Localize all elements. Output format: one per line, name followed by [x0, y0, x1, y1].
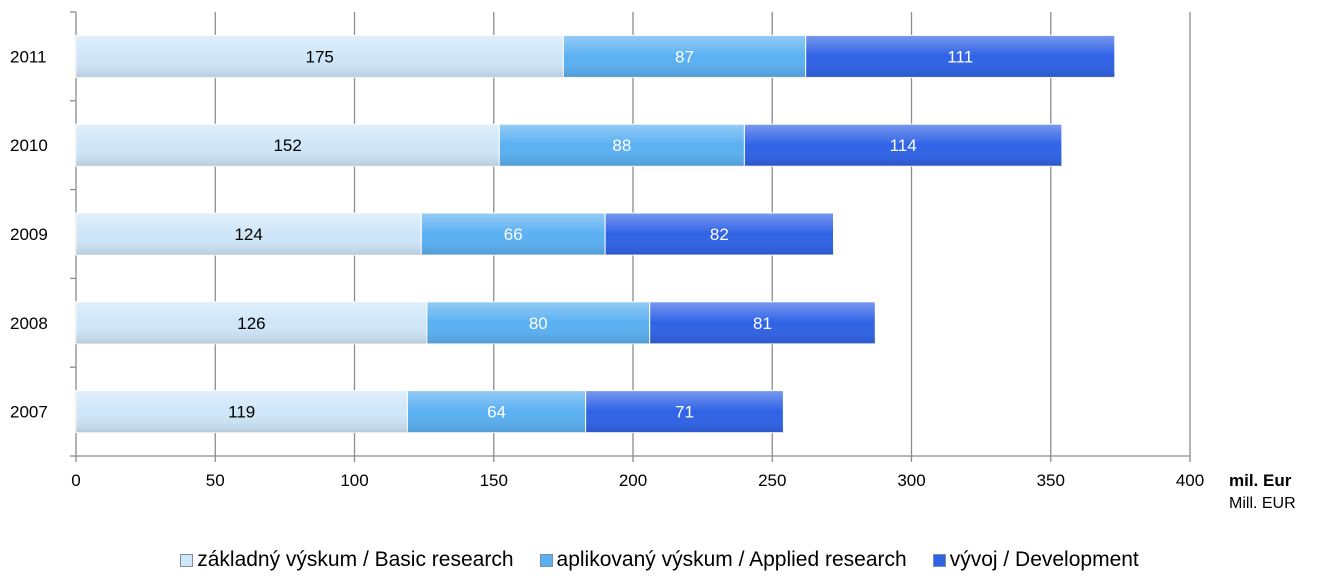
x-tick-label-350: 350 — [1037, 471, 1065, 490]
x-axis-unit-label: mil. Eur — [1229, 471, 1292, 490]
bar-shine-2011-series-0 — [76, 35, 564, 78]
legend-swatch-development — [932, 553, 946, 567]
data-label-2010-series-0: 152 — [273, 136, 301, 155]
legend-item-development: vývoj / Development — [932, 548, 1139, 572]
axes: 0 50 100 150 200 250 300 350 400 2011 2010 2009 2008… — [10, 11, 1204, 490]
legend-item-applied-research: aplikovaný výskum / Applied research — [539, 548, 907, 572]
data-label-2010-series-1: 88 — [612, 136, 631, 155]
data-label-2011-series-0: 175 — [306, 47, 334, 66]
bar-shine-2010-series-2 — [744, 124, 1062, 167]
data-label-2009-series-0: 124 — [234, 225, 262, 244]
legend-swatch-applied — [539, 553, 553, 567]
bar-shine-2008-series-0 — [76, 301, 427, 344]
legend-label-development: vývoj / Development — [949, 548, 1139, 571]
bar-shine-2009-series-0 — [76, 213, 422, 255]
data-label-2009-series-2: 82 — [710, 225, 729, 244]
bars — [75, 34, 1116, 434]
x-tick-label-150: 150 — [480, 471, 508, 490]
bar-shine-2007-series-1 — [407, 390, 586, 433]
bar-shine-2011-series-1 — [563, 35, 806, 78]
bar-shine-2009-series-2 — [605, 213, 834, 255]
legend: základný výskum / Basic research aplikov… — [0, 548, 1319, 572]
x-tick-label-100: 100 — [340, 471, 368, 490]
bar-shine-2007-series-2 — [585, 390, 784, 433]
bar-shine-2008-series-1 — [426, 301, 650, 344]
data-label-2008-series-0: 126 — [237, 314, 265, 333]
x-tick-label-0: 0 — [71, 471, 80, 490]
x-tick-label-250: 250 — [758, 471, 786, 490]
x-tick-label-200: 200 — [619, 471, 647, 490]
data-label-2011-series-1: 87 — [675, 47, 694, 66]
x-axis-unit-label-en: Mill. EUR — [1229, 495, 1296, 512]
bar-shine-2010-series-1 — [499, 124, 745, 167]
data-label-2011-series-2: 111 — [947, 47, 973, 66]
bar-shine-2010-series-0 — [76, 124, 500, 167]
data-label-2010-series-2: 114 — [890, 136, 917, 155]
y-category-label-2011: 2011 — [10, 47, 47, 66]
legend-label-basic: základný výskum / Basic research — [197, 548, 514, 571]
data-label-2007-series-0: 119 — [228, 403, 255, 422]
bar-shine-2011-series-2 — [805, 35, 1115, 78]
data-labels: 175 87 111 152 88 114 124 66 82 126 80 81 119 64 71 — [228, 47, 973, 421]
bar-shine-2008-series-2 — [649, 301, 876, 344]
y-category-label-2010: 2010 — [10, 136, 48, 155]
y-category-label-2007: 2007 — [10, 403, 48, 422]
x-tick-label-400: 400 — [1176, 471, 1204, 490]
bar-shine-2007-series-0 — [76, 390, 408, 433]
bar-shine-2009-series-1 — [421, 213, 606, 255]
x-tick-label-50: 50 — [206, 471, 225, 490]
y-category-label-2009: 2009 — [10, 225, 48, 244]
data-label-2008-series-2: 81 — [753, 314, 772, 333]
legend-swatch-basic — [180, 553, 194, 567]
data-label-2007-series-2: 71 — [675, 403, 694, 422]
legend-item-basic-research: základný výskum / Basic research — [180, 548, 514, 572]
data-label-2009-series-1: 66 — [504, 225, 523, 244]
legend-label-applied: aplikovaný výskum / Applied research — [556, 548, 907, 571]
stacked-bar-chart: 0 50 100 150 200 250 300 350 400 2011 2010 2009 2008… — [10, 11, 1296, 512]
data-label-2007-series-1: 64 — [487, 403, 506, 422]
x-tick-label-300: 300 — [897, 471, 925, 490]
data-label-2008-series-1: 80 — [529, 314, 548, 333]
y-category-label-2008: 2008 — [10, 314, 48, 333]
